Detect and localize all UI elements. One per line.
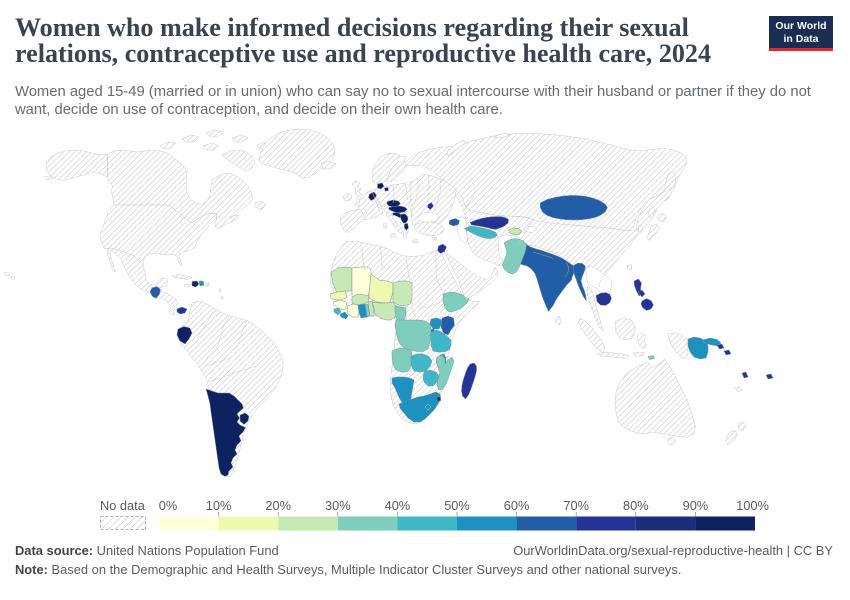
svg-text:30%: 30% (325, 498, 351, 513)
svg-text:0%: 0% (159, 498, 178, 513)
svg-text:10%: 10% (206, 498, 232, 513)
svg-text:60%: 60% (504, 498, 530, 513)
svg-text:40%: 40% (385, 498, 411, 513)
svg-text:20%: 20% (265, 498, 291, 513)
svg-text:80%: 80% (623, 498, 649, 513)
svg-text:70%: 70% (563, 498, 589, 513)
svg-text:50%: 50% (444, 498, 470, 513)
svg-text:90%: 90% (683, 498, 709, 513)
svg-text:100%: 100% (736, 498, 769, 513)
